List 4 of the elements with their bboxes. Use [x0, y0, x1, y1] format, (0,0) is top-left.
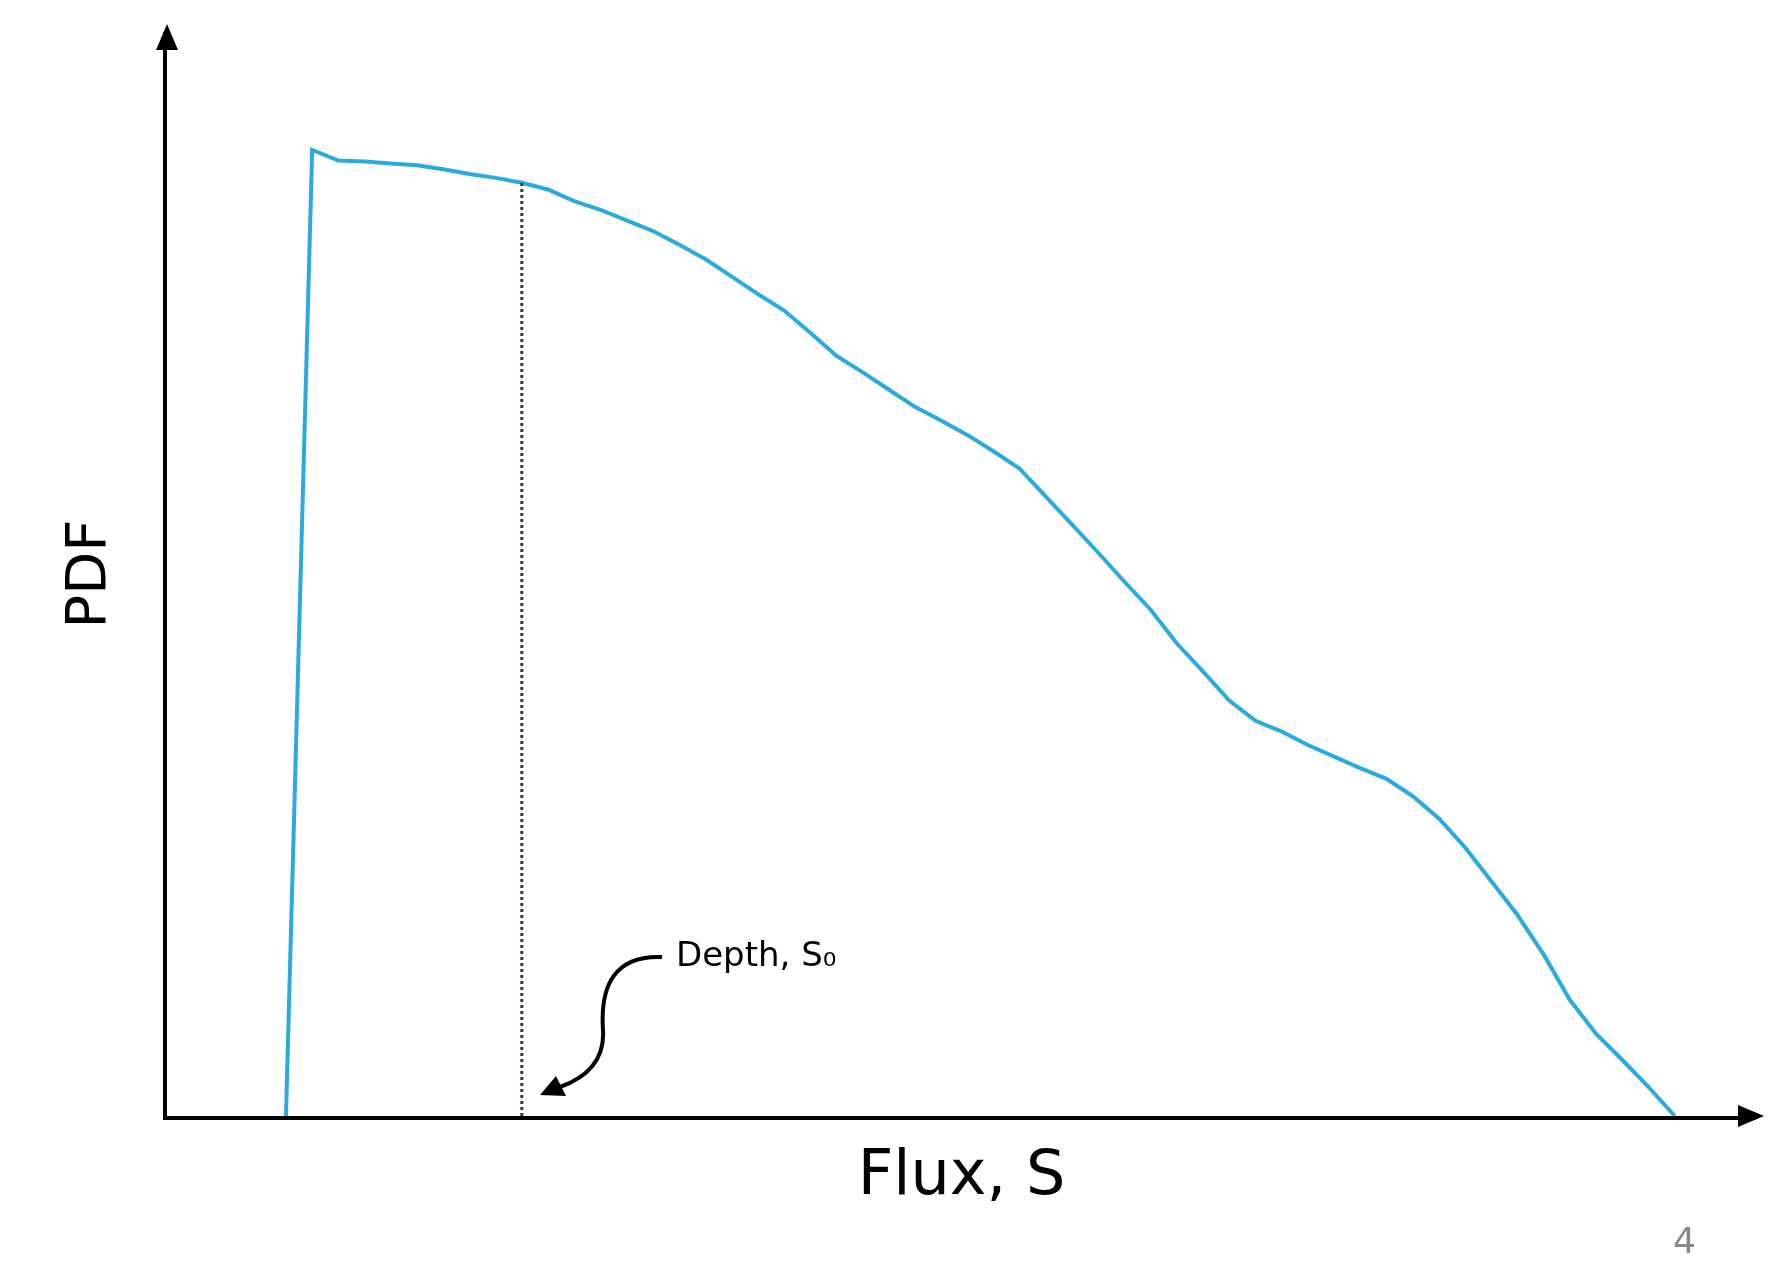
x-axis-title: Flux, S — [857, 1135, 1066, 1209]
annotation: Depth, S₀ — [676, 934, 837, 974]
y-axis-title: PDF — [53, 519, 119, 629]
text: 4 — [1673, 1220, 1696, 1261]
